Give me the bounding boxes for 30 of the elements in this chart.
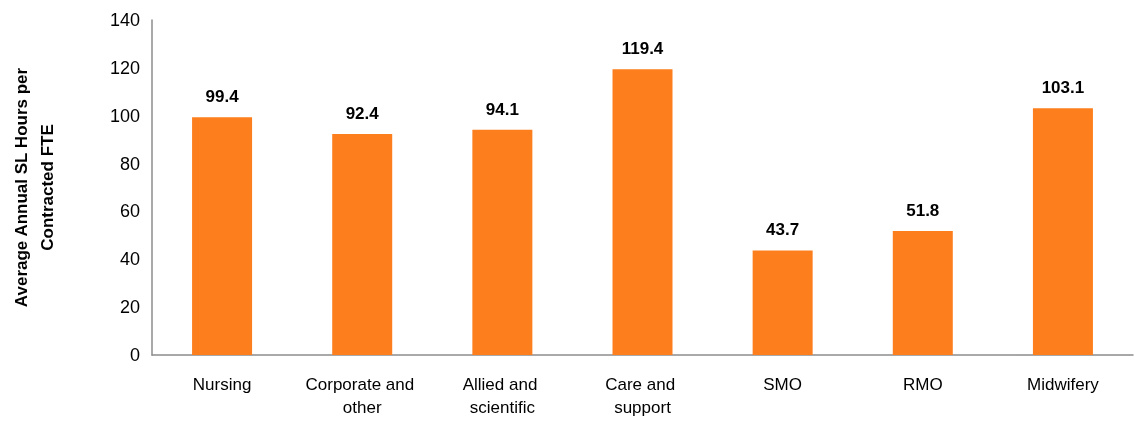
x-tick-label: Midwifery [1027,375,1100,394]
bar [752,250,813,355]
y-tick-label: 60 [119,201,140,222]
x-tick-label: Nursing [192,375,252,394]
data-label: 99.4 [205,87,240,107]
bar [1032,108,1093,355]
y-tick-label: 0 [129,345,140,365]
x-tick-label: RMO [902,375,943,394]
data-label: 119.4 [621,39,664,59]
x-tick-label: SMO [763,375,803,394]
data-label: 92.4 [345,103,380,123]
y-axis-title: Average Annual SL Hours per Contracted FTE [11,67,57,308]
x-tick-label: Allied and scientific [462,375,543,417]
x-tick-label: Care and support [605,375,680,417]
bar [192,117,253,355]
bar [892,231,953,355]
data-label: 94.1 [485,99,519,119]
data-label: 43.7 [766,220,800,240]
bar [472,129,533,355]
data-label: 51.8 [906,201,940,221]
y-tick-label: 120 [109,57,140,78]
y-tick-label: 100 [109,105,140,126]
y-tick-label: 140 [109,10,140,30]
y-tick-label: 80 [119,153,140,174]
x-tick-label: Corporate and other [305,375,419,417]
data-label: 103.1 [1041,78,1085,98]
y-tick-label: 40 [119,249,140,270]
y-tick-label: 20 [119,297,140,318]
bar [332,133,393,355]
bar [612,69,673,355]
